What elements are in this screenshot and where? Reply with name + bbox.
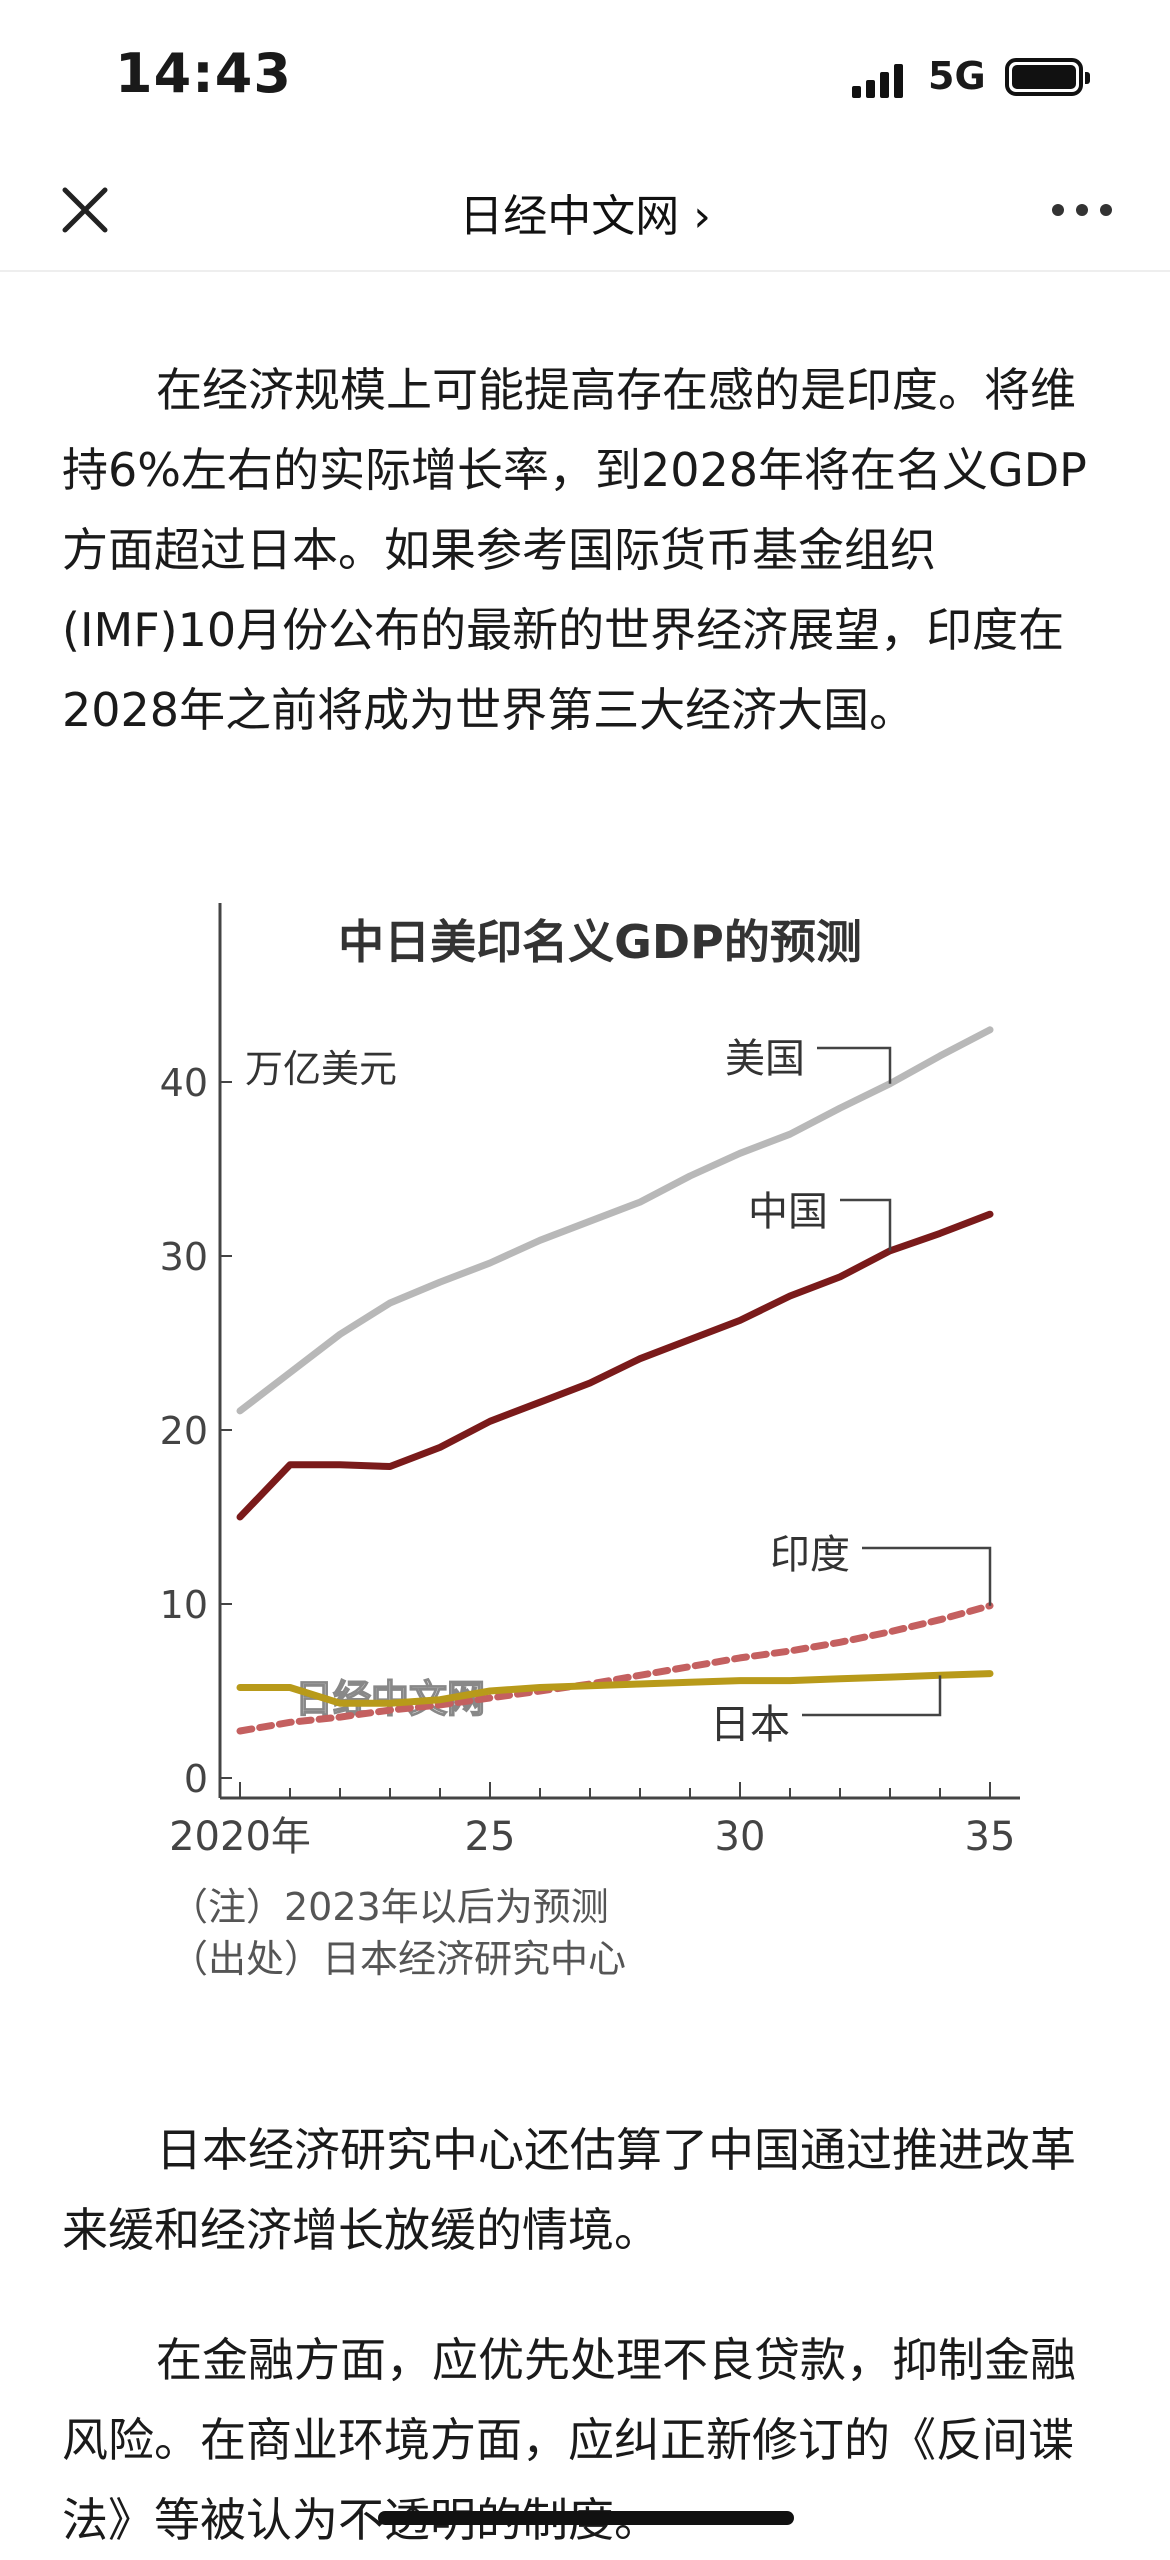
nav-title[interactable]: 日经中文网 › — [459, 191, 711, 242]
network-type: 5G — [928, 54, 986, 98]
series-line — [236, 1670, 994, 1707]
more-icon[interactable] — [1052, 204, 1112, 218]
x-tick-label: 35 — [965, 1814, 1016, 1860]
series-leader-line — [817, 1046, 892, 1084]
series-leader-line — [862, 1546, 992, 1606]
status-time: 14:43 — [115, 42, 292, 105]
y-tick-label: 30 — [160, 1235, 208, 1279]
series-leader-line — [840, 1198, 892, 1251]
home-indicator — [378, 2511, 794, 2525]
series-leader-line — [802, 1675, 942, 1717]
y-tick-label: 0 — [184, 1757, 208, 1801]
battery-icon — [1005, 58, 1090, 96]
x-tick-label: 30 — [715, 1814, 766, 1860]
close-icon[interactable] — [55, 180, 115, 240]
x-tick-label: 25 — [465, 1814, 516, 1860]
article-paragraph: 在金融方面，应优先处理不良贷款，抑制金融风险。在商业环境方面，应纠正新修订的《反… — [62, 2320, 1110, 2560]
y-axis-label: 万亿美元 — [245, 1047, 397, 1091]
signal-icon — [852, 62, 912, 98]
series-line — [236, 1026, 994, 1415]
paragraph-text: 在金融方面，应优先处理不良贷款，抑制金融风险。在商业环境方面，应纠正新修订的《反… — [62, 2333, 1076, 2547]
series-line — [236, 1210, 994, 1521]
chart-note: （注）2023年以后为预测 — [170, 1885, 609, 1929]
series-label: 中国 — [748, 1189, 828, 1235]
series-label: 美国 — [725, 1036, 805, 1082]
status-bar: 14:43 5G — [0, 0, 1170, 150]
series-label: 印度 — [770, 1532, 850, 1578]
chart-note: （出处）日本经济研究中心 — [170, 1937, 626, 1981]
article-paragraph: 在经济规模上可能提高存在感的是印度。将维持6%左右的实际增长率，到2028年将在… — [62, 350, 1110, 750]
x-tick-label: 2020年 — [169, 1814, 311, 1860]
y-tick-label: 20 — [160, 1409, 208, 1453]
paragraph-text: 在经济规模上可能提高存在感的是印度。将维持6%左右的实际增长率，到2028年将在… — [62, 363, 1087, 737]
article-paragraph: 日本经济研究中心还估算了中国通过推进改革来缓和经济增长放缓的情境。 — [62, 2110, 1110, 2270]
nav-bar: 日经中文网 › — [0, 150, 1170, 272]
series-label: 日本 — [710, 1702, 790, 1748]
chart-title: 中日美印名义GDP的预测 — [338, 915, 862, 969]
series-line — [236, 1602, 994, 1735]
y-tick-label: 10 — [160, 1583, 208, 1627]
paragraph-text: 日本经济研究中心还估算了中国通过推进改革来缓和经济增长放缓的情境。 — [62, 2123, 1076, 2257]
y-tick-label: 40 — [160, 1061, 208, 1105]
